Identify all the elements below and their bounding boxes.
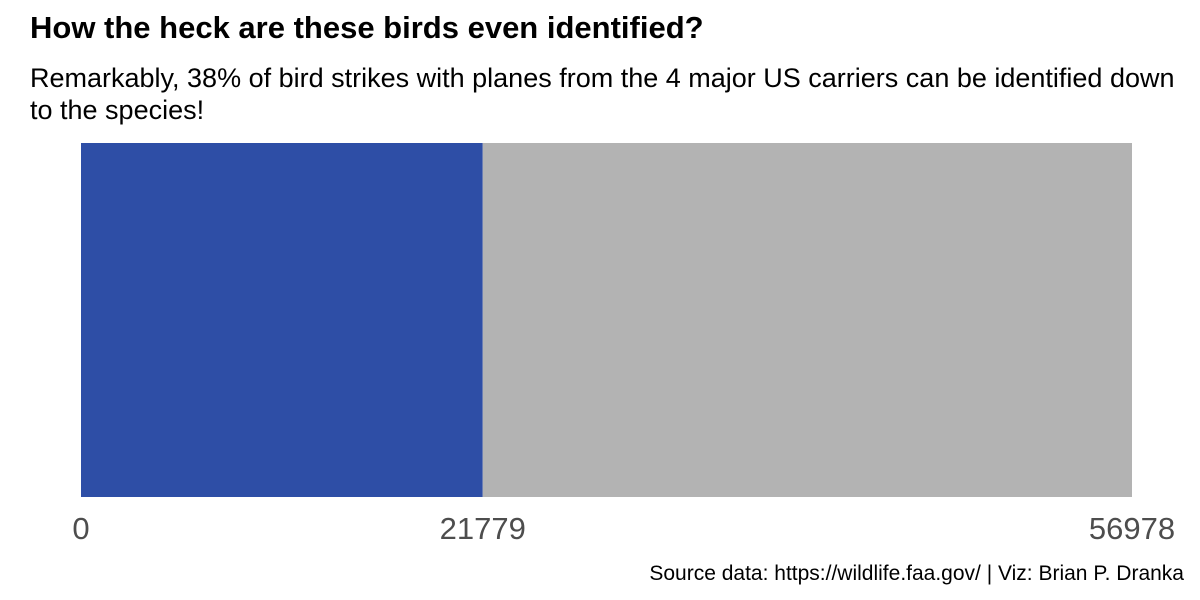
bar-segment-remaining — [482, 143, 1132, 497]
x-tick-label: 0 — [72, 511, 89, 546]
bar-segment-identified — [81, 143, 483, 497]
x-axis-tick-labels: 0 21779 56978 — [72, 511, 1175, 546]
chart-subtitle: Remarkably, 38% of bird strikes with pla… — [30, 63, 1175, 125]
chart-title: How the heck are these birds even identi… — [30, 10, 704, 45]
x-tick-label: 56978 — [1089, 511, 1175, 546]
bar-segments — [81, 143, 1132, 497]
source-caption: Source data: https://wildlife.faa.gov/ |… — [649, 562, 1184, 585]
x-tick-label: 21779 — [440, 511, 526, 546]
